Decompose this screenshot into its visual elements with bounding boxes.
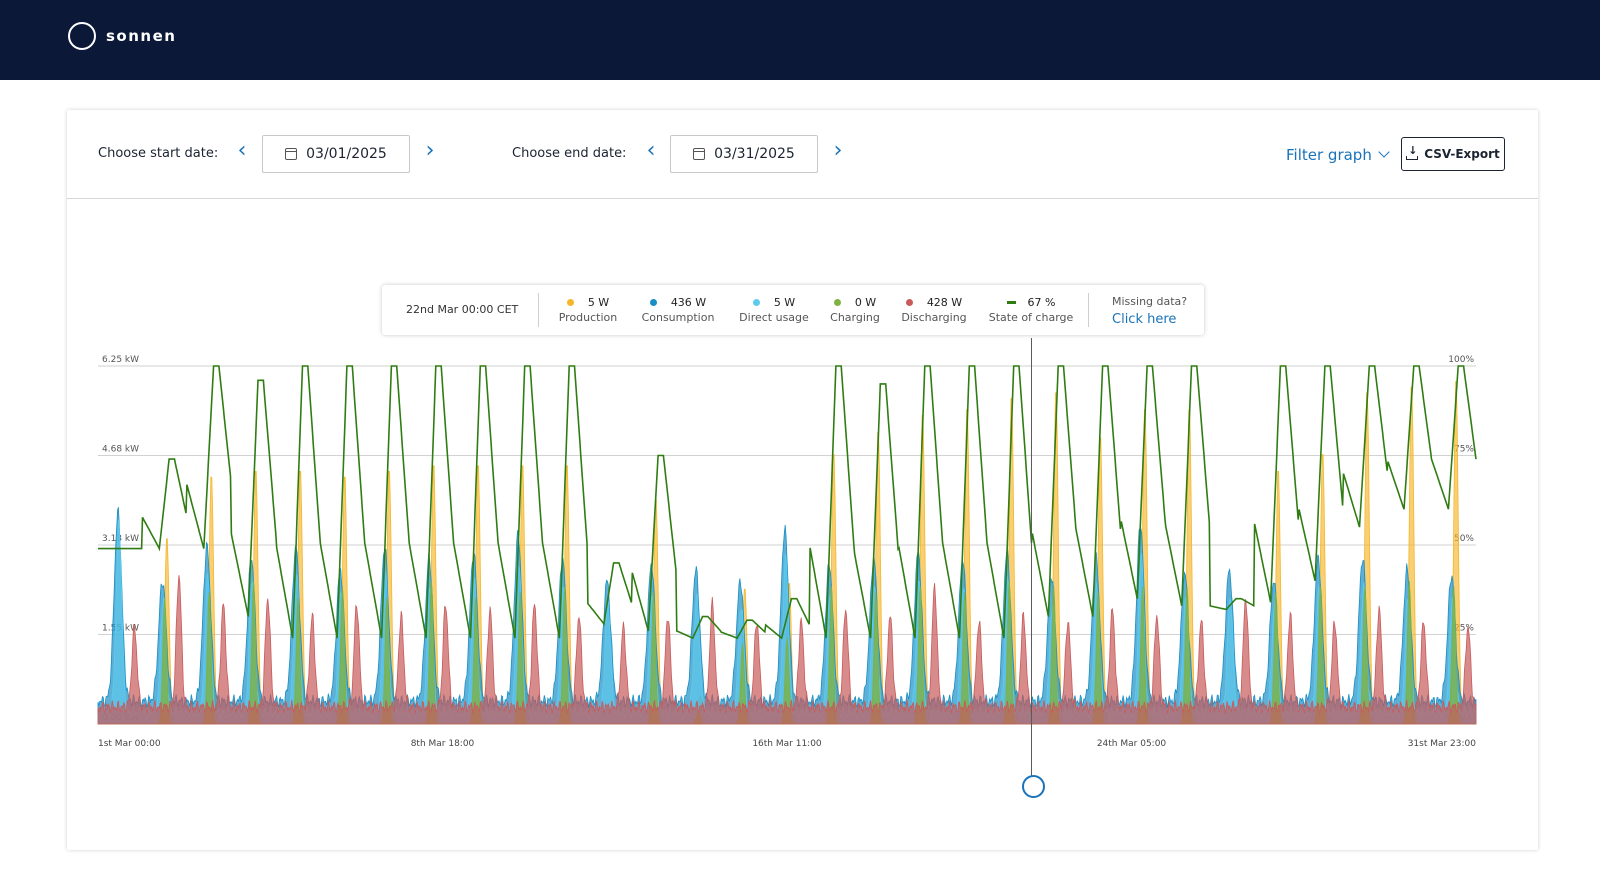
state-of-charge-line-icon [1006, 301, 1016, 304]
direct-usage-dot-icon [752, 299, 760, 306]
csv-export-label: CSV-Export [1424, 147, 1500, 161]
y-right-tick-label: 50% [1454, 534, 1474, 544]
y-right-tick-label: 100% [1448, 355, 1474, 365]
missing-data-question: Missing data? [1112, 295, 1188, 308]
legend-discharging-name: Discharging [901, 311, 967, 324]
legend-divider [538, 293, 539, 327]
legend-direct-usage-name: Direct usage [739, 311, 809, 324]
chart-legend-tooltip: 22nd Mar 00:00 CET 5 W Production 436 W … [382, 285, 1204, 335]
start-date-field[interactable]: 03/01/2025 [262, 135, 410, 173]
y-right-tick-label: 25% [1454, 624, 1474, 634]
legend-consumption-name: Consumption [641, 311, 715, 324]
missing-data-link[interactable]: Click here [1112, 312, 1177, 327]
legend-discharging-value: 428 W [926, 296, 963, 309]
y-left-tick-label: 4.68 kW [102, 445, 139, 455]
discharging-dot-icon [905, 299, 913, 306]
legend-charging-value: 0 W [854, 296, 877, 309]
legend-state-of-charge-name: State of charge [988, 311, 1074, 324]
download-icon [1406, 144, 1419, 160]
start-date-label: Choose start date: [98, 146, 219, 161]
csv-export-button[interactable]: CSV-Export [1401, 137, 1505, 171]
legend-direct-usage-value: 5 W [773, 296, 796, 309]
legend-production-name: Production [558, 311, 618, 324]
legend-timestamp: 22nd Mar 00:00 CET [406, 303, 519, 316]
start-date-value: 03/01/2025 [306, 146, 387, 162]
missing-data-section: Missing data? Click here [1112, 295, 1187, 327]
start-date-prev-button[interactable]: ‹ [237, 138, 247, 163]
discharging-area [97, 575, 1477, 725]
charging-dot-icon [833, 299, 841, 306]
x-tick-label: 16th Mar 11:00 [752, 739, 822, 749]
legend-item-state-of-charge: 67 % State of charge [982, 296, 1080, 324]
filter-graph-label: Filter graph [1286, 146, 1372, 164]
end-date-label: Choose end date: [512, 146, 627, 161]
legend-state-of-charge-value: 67 % [1027, 296, 1056, 309]
end-date-prev-button[interactable]: ‹ [646, 138, 656, 163]
legend-production-value: 5 W [587, 296, 610, 309]
calendar-icon [285, 148, 298, 160]
top-navigation-bar: sonnen [0, 0, 1600, 80]
date-toolbar: Choose start date: ‹ 03/01/2025 › Choose… [67, 110, 1538, 199]
start-date-next-button[interactable]: › [425, 138, 435, 163]
consumption-dot-icon [649, 299, 657, 306]
legend-item-production: 5 W Production [545, 296, 631, 324]
chart-card: Choose start date: ‹ 03/01/2025 › Choose… [67, 110, 1538, 850]
y-left-tick-label: 3.13 kW [102, 534, 139, 544]
sonnen-logo[interactable]: sonnen [68, 22, 176, 50]
legend-item-direct-usage: 5 W Direct usage [731, 296, 817, 324]
legend-item-discharging: 428 W Discharging [894, 296, 974, 324]
end-date-next-button[interactable]: › [833, 138, 843, 163]
timeline-scrub-handle[interactable] [1022, 775, 1045, 798]
filter-graph-dropdown[interactable]: Filter graph [1286, 146, 1390, 164]
legend-divider [1088, 293, 1089, 327]
brand-name: sonnen [106, 27, 177, 45]
legend-item-charging: 0 W Charging [820, 296, 890, 324]
x-tick-label: 1st Mar 00:00 [98, 739, 161, 749]
x-tick-label: 24th Mar 05:00 [1097, 739, 1167, 749]
production-dot-icon [566, 299, 574, 306]
legend-charging-name: Charging [830, 311, 880, 324]
legend-item-consumption: 436 W Consumption [635, 296, 721, 324]
y-left-tick-label: 6.25 kW [102, 355, 139, 365]
end-date-field[interactable]: 03/31/2025 [670, 135, 818, 173]
y-right-tick-label: 75% [1454, 445, 1474, 455]
calendar-icon [693, 148, 706, 160]
x-tick-label: 31st Mar 23:00 [1408, 739, 1477, 749]
logo-ring-icon [68, 22, 96, 50]
x-tick-label: 8th Mar 18:00 [411, 739, 475, 749]
state-of-charge-line [98, 365, 1477, 640]
end-date-value: 03/31/2025 [714, 146, 795, 162]
legend-consumption-value: 436 W [670, 296, 707, 309]
